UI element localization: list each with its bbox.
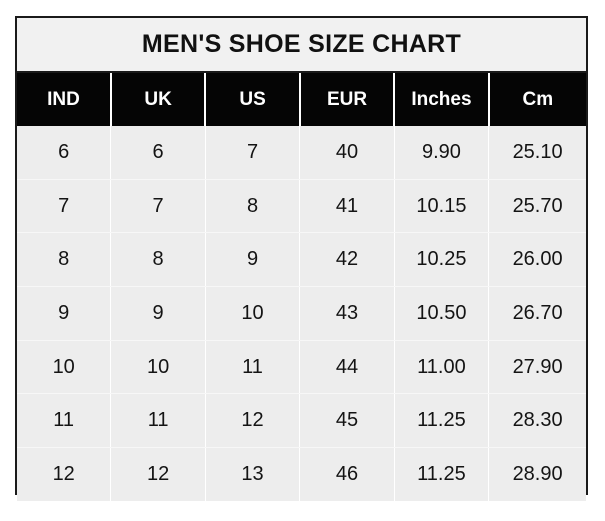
column-header-cm: Cm (488, 73, 586, 126)
page-title: MEN'S SHOE SIZE CHART (17, 18, 586, 73)
table-row: 9 9 10 43 10.50 26.70 (17, 286, 586, 341)
cell-cm: 25.70 (488, 179, 586, 234)
table-body: 6 6 7 40 9.90 25.10 7 7 8 41 10.15 25.70… (17, 126, 586, 501)
cell-us: 11 (205, 340, 301, 395)
cell-inches: 10.15 (394, 179, 490, 234)
cell-uk: 7 (110, 179, 206, 234)
cell-inches: 9.90 (394, 126, 490, 180)
cell-eur: 41 (299, 179, 395, 234)
table-row: 7 7 8 41 10.15 25.70 (17, 179, 586, 234)
column-header-us: US (205, 73, 301, 126)
cell-inches: 10.50 (394, 286, 490, 341)
cell-cm: 27.90 (488, 340, 586, 395)
cell-eur: 45 (299, 393, 395, 449)
column-header-inches: Inches (394, 73, 490, 126)
cell-ind: 11 (17, 393, 112, 449)
cell-inches: 11.00 (394, 340, 490, 395)
cell-inches: 10.25 (394, 232, 490, 288)
cell-cm: 26.70 (488, 286, 586, 341)
cell-ind: 9 (17, 286, 112, 341)
cell-eur: 42 (299, 232, 395, 288)
cell-inches: 11.25 (394, 393, 490, 449)
shoe-size-table: IND UK US EUR Inches Cm 6 6 7 40 9.90 25… (17, 73, 586, 501)
cell-us: 8 (205, 179, 301, 234)
column-header-ind: IND (17, 73, 112, 126)
table-row: 10 10 11 44 11.00 27.90 (17, 340, 586, 395)
cell-us: 13 (205, 447, 301, 501)
cell-eur: 46 (299, 447, 395, 501)
cell-cm: 28.30 (488, 393, 586, 449)
cell-us: 10 (205, 286, 301, 341)
cell-uk: 10 (110, 340, 206, 395)
cell-us: 7 (205, 126, 301, 180)
table-header-row: IND UK US EUR Inches Cm (17, 73, 586, 126)
cell-cm: 25.10 (488, 126, 586, 180)
column-header-uk: UK (110, 73, 207, 126)
cell-eur: 43 (299, 286, 395, 341)
cell-uk: 11 (110, 393, 206, 449)
table-row: 12 12 13 46 11.25 28.90 (17, 447, 586, 501)
cell-ind: 8 (17, 232, 112, 288)
cell-eur: 40 (299, 126, 395, 180)
cell-us: 9 (205, 232, 301, 288)
cell-uk: 9 (110, 286, 206, 341)
cell-ind: 7 (17, 179, 112, 234)
table-row: 11 11 12 45 11.25 28.30 (17, 393, 586, 449)
cell-uk: 12 (110, 447, 206, 501)
cell-uk: 8 (110, 232, 206, 288)
cell-inches: 11.25 (394, 447, 490, 501)
cell-cm: 26.00 (488, 232, 586, 288)
cell-us: 12 (205, 393, 301, 449)
table-row: 8 8 9 42 10.25 26.00 (17, 232, 586, 288)
column-header-eur: EUR (299, 73, 396, 126)
cell-eur: 44 (299, 340, 395, 395)
cell-uk: 6 (110, 126, 206, 180)
table-row: 6 6 7 40 9.90 25.10 (17, 126, 586, 180)
cell-cm: 28.90 (488, 447, 586, 501)
cell-ind: 6 (17, 126, 112, 180)
cell-ind: 12 (17, 447, 112, 501)
size-chart-card: MEN'S SHOE SIZE CHART IND UK US EUR Inch… (15, 16, 588, 501)
table-header: IND UK US EUR Inches Cm (17, 73, 586, 126)
cell-ind: 10 (17, 340, 112, 395)
